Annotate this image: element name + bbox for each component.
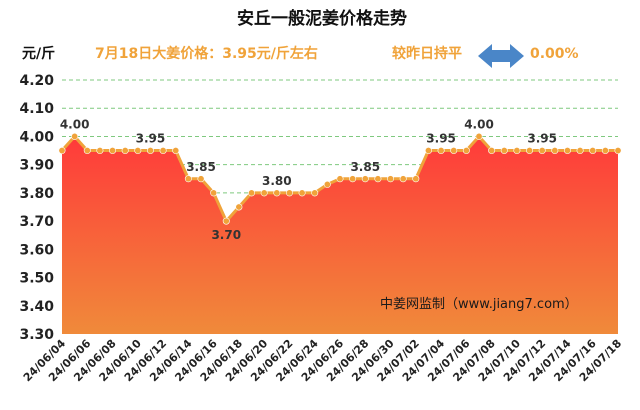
data-point (109, 147, 117, 155)
data-label: 4.00 (464, 117, 494, 131)
data-point (273, 189, 281, 197)
data-point (71, 132, 79, 140)
data-point (412, 175, 420, 183)
watermark-text: 中姜网监制（www.jiang7.com） (380, 297, 578, 312)
data-label: 3.80 (262, 174, 292, 188)
y-tick-label: 4.00 (19, 129, 54, 145)
data-point (450, 147, 458, 155)
data-point (576, 147, 584, 155)
price-summary-text: 7月18日大姜价格：3.95元/斤左右 (95, 45, 318, 62)
y-axis-ticks: 3.30 3.40 3.50 3.60 3.70 3.80 3.90 4.00 4.10 4.20 (19, 73, 54, 343)
y-tick-label: 3.40 (19, 299, 54, 315)
data-labels: 4.00 3.95 3.85 3.70 3.80 3.85 3.95 4.00 3.95 (60, 117, 557, 242)
data-point (513, 147, 521, 155)
data-point (551, 147, 559, 155)
data-point (58, 147, 66, 155)
data-point (601, 147, 609, 155)
data-label: 3.85 (350, 160, 380, 174)
data-point (197, 175, 205, 183)
data-point (462, 147, 470, 155)
data-point (336, 175, 344, 183)
data-point (323, 180, 331, 188)
data-point (134, 147, 142, 155)
data-point (387, 175, 395, 183)
data-point (83, 147, 91, 155)
data-point (563, 147, 571, 155)
data-label: 3.95 (136, 132, 166, 146)
data-point (614, 147, 622, 155)
y-tick-label: 3.30 (19, 327, 54, 343)
y-tick-label: 3.80 (19, 186, 54, 202)
data-point (172, 147, 180, 155)
data-point (424, 147, 432, 155)
y-axis-unit-label: 元/斤 (22, 45, 55, 62)
y-tick-label: 3.60 (19, 242, 54, 258)
data-point (311, 189, 319, 197)
data-point (96, 147, 104, 155)
data-point (589, 147, 597, 155)
data-point (475, 132, 483, 140)
data-point (159, 147, 167, 155)
y-tick-label: 3.90 (19, 158, 54, 174)
data-point (298, 189, 306, 197)
change-percent-text: 0.00% (530, 46, 579, 62)
chart-title: 安丘一般泥姜价格走势 (237, 8, 407, 29)
data-point (248, 189, 256, 197)
y-tick-label: 4.10 (19, 101, 54, 117)
compare-text: 较昨日持平 (392, 45, 462, 62)
data-point (399, 175, 407, 183)
data-point (222, 217, 230, 225)
data-point (538, 147, 546, 155)
data-label: 3.70 (211, 228, 241, 242)
data-label: 3.95 (527, 132, 557, 146)
data-label: 3.85 (186, 160, 216, 174)
data-point (361, 175, 369, 183)
data-point (488, 147, 496, 155)
y-tick-label: 3.50 (19, 271, 54, 287)
y-tick-label: 3.70 (19, 214, 54, 230)
data-point (526, 147, 534, 155)
data-point (184, 175, 192, 183)
data-points (58, 132, 622, 225)
data-label: 3.95 (426, 132, 456, 146)
y-tick-label: 4.20 (19, 73, 54, 89)
x-axis-ticks: 24/06/0424/06/0624/06/0824/06/1024/06/12… (21, 337, 624, 385)
data-point (374, 175, 382, 183)
data-point (235, 203, 243, 211)
data-label: 4.00 (60, 117, 90, 131)
double-arrow-icon (478, 44, 524, 68)
data-point (437, 147, 445, 155)
data-point (285, 189, 293, 197)
data-point (500, 147, 508, 155)
data-point (146, 147, 154, 155)
data-point (121, 147, 129, 155)
data-point (210, 189, 218, 197)
area-fill (62, 136, 618, 334)
data-point (349, 175, 357, 183)
data-point (260, 189, 268, 197)
